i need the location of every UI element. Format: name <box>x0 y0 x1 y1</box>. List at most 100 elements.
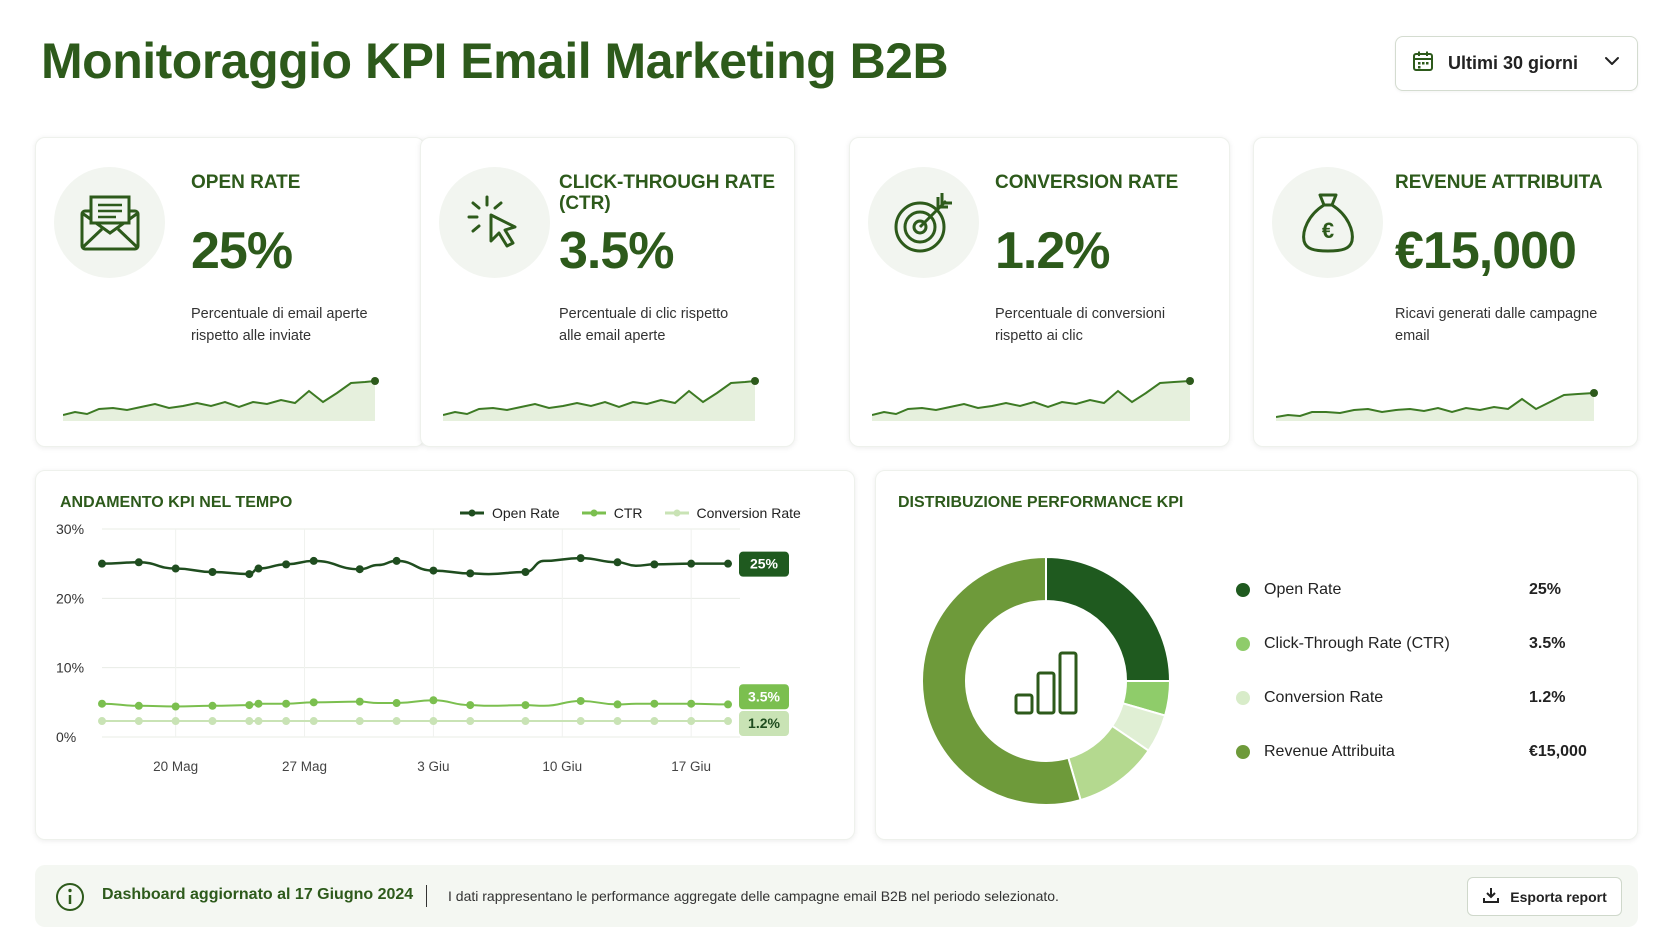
data-point <box>429 717 438 726</box>
data-point <box>724 717 732 726</box>
export-report-button[interactable]: Esporta report <box>1467 877 1622 916</box>
kpi-title: CONVERSION RATE <box>995 172 1179 193</box>
page-title: Monitoraggio KPI Email Marketing B2B <box>41 33 949 89</box>
data-point <box>576 717 585 726</box>
cursor-click-icon <box>439 167 550 278</box>
y-tick-label: 20% <box>56 590 84 606</box>
data-point <box>392 699 401 708</box>
end-value-badge <box>739 551 789 577</box>
date-range-label: Ultimi 30 giorni <box>1448 53 1579 73</box>
series-line <box>101 556 728 576</box>
data-point <box>724 559 732 568</box>
legend-open-rate: Open Rate <box>460 505 560 521</box>
data-point <box>254 699 263 708</box>
kpi-sparkline <box>63 377 379 421</box>
kpi-title: CLICK-THROUGH RATE (CTR) <box>559 172 776 214</box>
target-icon <box>868 167 979 278</box>
data-point <box>282 717 291 726</box>
y-tick-label: 10% <box>56 660 84 676</box>
data-point <box>134 701 143 710</box>
distribution-value: 3.5% <box>1529 635 1566 652</box>
data-point <box>208 701 217 710</box>
legend-label: Open Rate <box>492 505 560 521</box>
distribution-name: Click-Through Rate (CTR) <box>1264 635 1450 652</box>
kpi-description: Percentuale di email aperte rispetto all… <box>191 306 368 344</box>
data-point <box>254 564 263 573</box>
kpi-value: 3.5% <box>559 222 675 280</box>
distribution-name: Revenue Attribuita <box>1264 743 1395 760</box>
legend-conversion-rate: Conversion Rate <box>664 505 801 521</box>
legend-dot <box>1236 691 1250 705</box>
chart-legend: Open Rate CTR Conversion Rate <box>460 505 801 521</box>
data-point <box>134 558 143 567</box>
divider <box>426 885 427 907</box>
envelope-icon <box>54 167 165 278</box>
distribution-name: Open Rate <box>1264 581 1342 598</box>
data-point <box>254 717 263 726</box>
data-point <box>282 699 291 708</box>
data-point <box>171 702 180 711</box>
data-point <box>650 717 659 726</box>
kpi-card-ctr: CLICK-THROUGH RATE (CTR) 3.5% Percentual… <box>420 137 795 447</box>
legend-label: CTR <box>613 505 643 521</box>
data-point <box>134 717 143 726</box>
kpi-value: 1.2% <box>995 222 1111 280</box>
data-point <box>650 560 659 569</box>
distribution-value: 1.2% <box>1529 689 1566 706</box>
data-point <box>355 697 364 706</box>
x-tick-label: 17 Giu <box>671 759 711 774</box>
data-point <box>282 560 291 569</box>
distribution-title: DISTRIBUZIONE PERFORMANCE KPI <box>898 494 1184 511</box>
distribution-row-ctr: Click-Through Rate (CTR) 3.5% <box>1236 635 1565 653</box>
x-tick-label: 20 Mag <box>153 759 198 774</box>
data-point <box>429 566 438 575</box>
data-point <box>576 554 585 563</box>
export-label: Esporta report <box>1510 888 1607 905</box>
end-value-label: 1.2% <box>748 715 780 731</box>
data-point <box>245 717 254 726</box>
bar-chart-icon <box>1014 651 1078 715</box>
info-icon <box>55 882 85 917</box>
data-point <box>466 717 475 726</box>
donut-chart <box>921 555 1172 806</box>
data-point <box>613 558 622 567</box>
money-bag-icon: € <box>1272 167 1383 278</box>
legend-dot <box>1236 583 1250 597</box>
distribution-row-conversion-rate: Conversion Rate 1.2% <box>1236 689 1565 707</box>
data-point <box>687 699 696 708</box>
data-point <box>171 564 180 573</box>
data-point <box>208 717 217 726</box>
end-value-badge <box>739 684 789 710</box>
chevron-down-icon <box>1603 52 1621 75</box>
distribution-value: 25% <box>1529 581 1562 598</box>
data-point <box>576 696 585 705</box>
kpi-description: Percentuale di conversioni rispetto ai c… <box>995 306 1166 344</box>
data-point <box>724 700 732 709</box>
trend-chart-title: ANDAMENTO KPI NEL TEMPO <box>60 494 293 511</box>
data-point <box>98 699 106 708</box>
kpi-value: 25% <box>191 222 293 280</box>
data-point <box>466 701 475 710</box>
kpi-description: Percentuale di clic rispetto alle email … <box>559 306 729 344</box>
data-point <box>392 717 401 726</box>
date-range-select[interactable]: Ultimi 30 giorni <box>1395 36 1638 91</box>
data-point <box>355 717 364 726</box>
x-tick-label: 27 Mag <box>282 759 327 774</box>
data-point <box>245 570 254 579</box>
data-point <box>309 698 318 707</box>
download-icon <box>1482 886 1500 907</box>
donut-slice <box>1045 555 1172 682</box>
data-point <box>521 567 530 576</box>
footer-note: I dati rappresentano le performance aggr… <box>448 888 1059 904</box>
end-value-badge <box>739 711 789 737</box>
kpi-sparkline <box>1276 389 1598 421</box>
kpi-title: REVENUE ATTRIBUITA <box>1395 172 1603 193</box>
data-point <box>650 699 659 708</box>
data-point <box>392 556 401 565</box>
distribution-row-revenue: Revenue Attribuita €15,000 <box>1236 743 1587 761</box>
data-point <box>466 569 475 578</box>
end-value-label: 25% <box>750 556 779 572</box>
kpi-title: OPEN RATE <box>191 172 301 193</box>
distribution-panel: DISTRIBUZIONE PERFORMANCE KPI Open Rate … <box>875 470 1638 840</box>
footer-bar: Dashboard aggiornato al 17 Giugno 2024 I… <box>35 865 1638 927</box>
